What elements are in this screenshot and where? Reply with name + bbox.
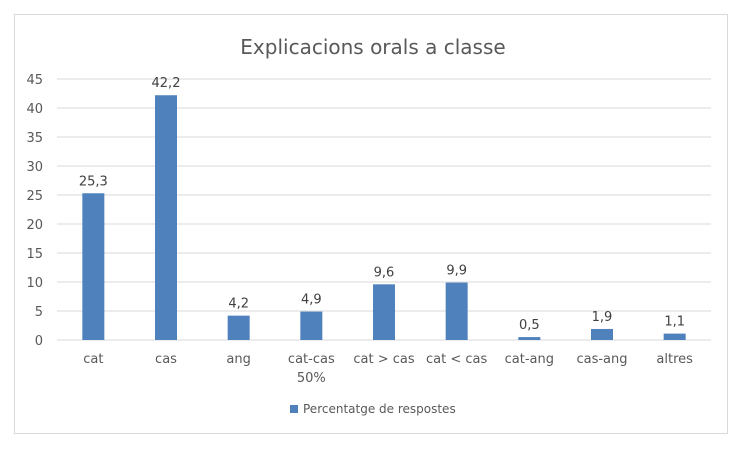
legend-swatch [290,405,298,413]
bar [227,315,250,340]
data-label: 0,5 [519,318,540,333]
y-tick-label: 5 [35,305,43,320]
x-category-label: cat-cas [288,352,335,367]
x-category-label: 50% [297,371,326,386]
y-tick-label: 15 [26,247,43,262]
x-category-label: cat [83,352,103,367]
bar [591,328,613,340]
data-label: 1,9 [592,310,613,325]
y-tick-label: 35 [26,131,43,146]
data-label: 1,1 [664,315,685,330]
x-category-label: cat > cas [353,352,414,367]
legend-label: Percentatge de respostes [303,402,456,416]
x-category-label: cas-ang [576,352,627,367]
x-category-label: cat-ang [505,352,554,367]
bar [518,337,541,340]
bar [373,284,395,340]
bar [300,311,323,340]
data-label: 9,9 [446,264,467,279]
chart-frame: Explicacions orals a classe 0 5 10 15 20 25 30… [14,14,728,434]
y-tick-label: 20 [26,218,43,233]
x-category-label: cat < cas [426,352,487,367]
data-label: 9,6 [374,265,395,280]
y-tick-label: 40 [26,102,43,117]
y-tick-label: 10 [26,276,43,291]
y-tick-label: 0 [35,334,43,349]
y-tick-label: 25 [26,189,43,204]
bar [155,95,177,341]
data-label: 4,2 [228,297,249,312]
y-tick-label: 45 [26,73,43,88]
bars [82,95,686,341]
data-labels: 25,3 42,2 4,2 4,9 9,6 9,9 0,5 1,9 1,1 [79,76,685,333]
y-tick-label: 30 [26,160,43,175]
data-label: 25,3 [79,174,108,189]
data-label: 42,2 [152,76,181,91]
bar [82,193,105,340]
bar [445,282,468,340]
x-category-label: ang [226,352,250,367]
bar [663,333,686,340]
x-axis-labels: cat cas ang cat-cas 50% cat > cas cat < cas cat… [83,352,693,386]
legend: Percentatge de respostes [290,402,456,416]
x-category-label: cas [155,352,177,367]
data-label: 4,9 [301,293,322,308]
x-category-label: altres [656,352,693,367]
y-axis-ticks: 0 5 10 15 20 25 30 35 40 45 [26,73,43,349]
chart-title: Explicacions orals a classe [240,35,505,59]
